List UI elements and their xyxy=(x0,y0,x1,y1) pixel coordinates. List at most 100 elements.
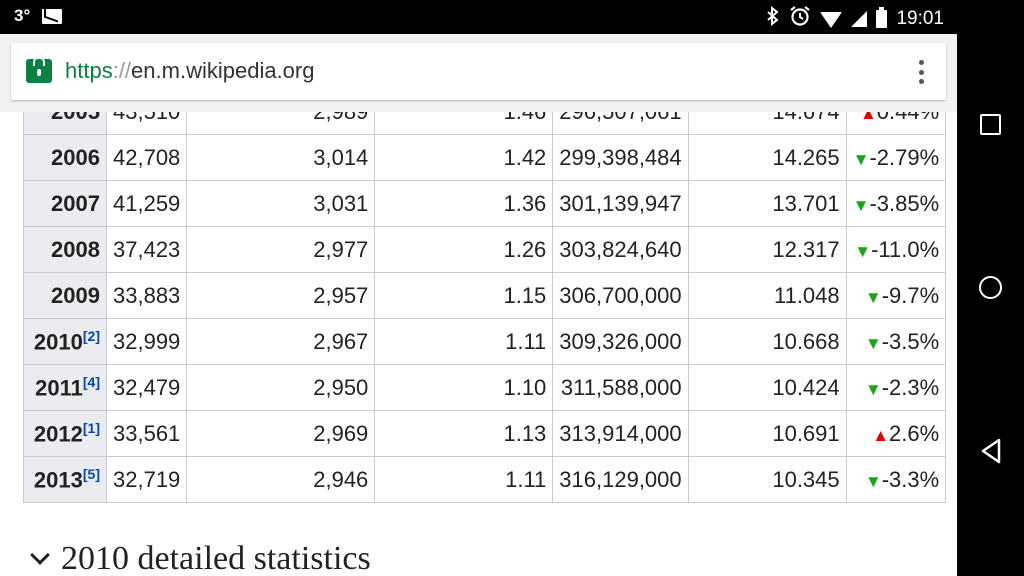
section-title: 2010 detailed statistics xyxy=(61,540,371,576)
change-value: -3.3% xyxy=(881,466,940,492)
lock-icon[interactable] xyxy=(26,57,52,83)
table-row-partial: 200543,5102,9891.46296,507,06114.674▲0.4… xyxy=(23,112,947,135)
recents-button[interactable] xyxy=(957,114,1024,135)
gmail-icon xyxy=(42,8,63,24)
signal-icon xyxy=(851,11,868,27)
up-arrow-icon: ▲ xyxy=(872,425,890,445)
url-bar[interactable]: https://en.m.wikipedia.org xyxy=(11,43,946,100)
change-value: 0.44% xyxy=(877,112,939,124)
value-cell: 313,914,000 xyxy=(552,410,689,457)
down-arrow-icon: ▼ xyxy=(864,379,882,399)
table-row: 2011[4] 32,479 2,950 1.10 311,588,000 10.424 ▼… xyxy=(23,364,947,411)
down-arrow-icon: ▼ xyxy=(864,471,882,491)
value-cell: 1.13 xyxy=(374,410,554,457)
value-cell: 3,031 xyxy=(186,180,376,227)
change-cell: ▼-3.85% xyxy=(845,180,947,227)
value-cell: 33,883 xyxy=(105,272,188,319)
year-label: 2008 xyxy=(51,236,100,262)
year-cell: 2005 xyxy=(23,112,107,135)
year-label: 2011 xyxy=(35,375,83,401)
url-text[interactable]: https://en.m.wikipedia.org xyxy=(65,58,314,84)
table-row: 2006 42,708 3,014 1.42 299,398,484 14.265 ▼-2.… xyxy=(23,134,947,181)
year-cell: 2008 xyxy=(23,226,107,273)
change-value: -3.5% xyxy=(881,328,940,354)
value-cell: 2,950 xyxy=(186,364,376,411)
change-value: -3.85% xyxy=(869,190,940,216)
value-cell: 10.668 xyxy=(687,318,847,365)
value-cell: 1.36 xyxy=(374,180,554,227)
circle-icon xyxy=(979,276,1002,299)
back-button[interactable] xyxy=(957,438,1024,464)
value-cell: 14.265 xyxy=(687,134,847,181)
reference-link[interactable]: [5] xyxy=(82,465,100,482)
down-arrow-icon: ▼ xyxy=(852,149,870,169)
year-cell: 2011[4] xyxy=(23,364,107,411)
change-value: -2.79% xyxy=(869,144,940,170)
value-cell: 3,014 xyxy=(186,134,376,181)
year-label: 2012 xyxy=(33,421,83,447)
clock-time: 19:01 xyxy=(896,8,944,29)
value-cell: 10.424 xyxy=(687,364,847,411)
wifi-icon xyxy=(820,12,843,28)
browser-toolbar: https://en.m.wikipedia.org xyxy=(0,34,957,112)
value-cell: 306,700,000 xyxy=(552,272,689,319)
year-label: 2010 xyxy=(33,329,83,355)
url-scheme: https xyxy=(65,58,113,83)
change-cell: ▼-3.5% xyxy=(845,318,947,365)
section-header[interactable]: 2010 detailed statistics xyxy=(30,540,371,576)
change-value: -2.3% xyxy=(881,374,940,400)
value-cell: 10.345 xyxy=(687,456,847,503)
value-cell: 1.26 xyxy=(374,226,554,273)
overflow-menu-icon[interactable] xyxy=(918,60,924,84)
value-cell: 2,967 xyxy=(186,318,376,365)
table-row: 2007 41,259 3,031 1.36 301,139,947 13.701 ▼-3.… xyxy=(23,180,947,227)
url-host: en.m.wikipedia.org xyxy=(131,58,315,83)
value-cell: 316,129,000 xyxy=(552,456,689,503)
table-row: 2010[2] 32,999 2,967 1.11 309,326,000 10.668 ▼… xyxy=(23,318,947,365)
change-cell: ▼-2.79% xyxy=(845,134,947,181)
year-cell: 2009 xyxy=(23,272,107,319)
chevron-down-icon[interactable] xyxy=(30,545,50,565)
value-cell: 10.691 xyxy=(687,410,847,457)
value-cell: 11.048 xyxy=(687,272,847,319)
value-cell: 41,259 xyxy=(105,180,188,227)
change-cell: ▲0.44% xyxy=(845,112,947,135)
up-arrow-icon: ▲ xyxy=(859,112,877,123)
back-triangle-icon xyxy=(981,438,1000,464)
value-cell: 1.11 xyxy=(374,456,554,503)
value-cell: 37,423 xyxy=(105,226,188,273)
reference-link[interactable]: [1] xyxy=(82,419,100,436)
year-label: 2005 xyxy=(51,112,100,124)
status-bar: 3° 19:01 xyxy=(0,0,1024,34)
value-cell: 13.701 xyxy=(687,180,847,227)
value-cell: 1.42 xyxy=(374,134,554,181)
year-cell: 2010[2] xyxy=(23,318,107,365)
change-cell: ▼-9.7% xyxy=(845,272,947,319)
value-cell: 1.11 xyxy=(374,318,554,365)
table-row: 2008 37,423 2,977 1.26 303,824,640 12.317 ▼-11… xyxy=(23,226,947,273)
change-value: 2.6% xyxy=(889,420,940,446)
table-row: 2009 33,883 2,957 1.15 306,700,000 11.048 ▼-9.… xyxy=(23,272,947,319)
navigation-bar xyxy=(957,34,1024,576)
value-cell: 2,946 xyxy=(186,456,376,503)
url-separator: :// xyxy=(112,58,132,83)
reference-link[interactable]: [4] xyxy=(82,373,100,390)
reference-link[interactable]: [2] xyxy=(82,327,100,344)
change-cell: ▼-3.3% xyxy=(845,456,947,503)
change-cell: ▲2.6% xyxy=(845,410,947,457)
value-cell: 311,588,000 xyxy=(552,364,689,411)
year-label: 2013 xyxy=(33,467,83,493)
value-cell: 2,989 xyxy=(186,112,376,135)
value-cell: 2,957 xyxy=(186,272,376,319)
value-cell: 12.317 xyxy=(687,226,847,273)
value-cell: 2,977 xyxy=(186,226,376,273)
alarm-icon xyxy=(789,5,811,33)
value-cell: 309,326,000 xyxy=(552,318,689,365)
value-cell: 1.46 xyxy=(374,112,554,135)
bluetooth-icon xyxy=(766,5,780,32)
year-cell: 2006 xyxy=(23,134,107,181)
square-icon xyxy=(980,114,1001,135)
home-button[interactable] xyxy=(957,276,1024,299)
year-label: 2006 xyxy=(51,144,100,170)
table-row: 2012[1] 33,561 2,969 1.13 313,914,000 10.691 ▲… xyxy=(23,410,947,457)
